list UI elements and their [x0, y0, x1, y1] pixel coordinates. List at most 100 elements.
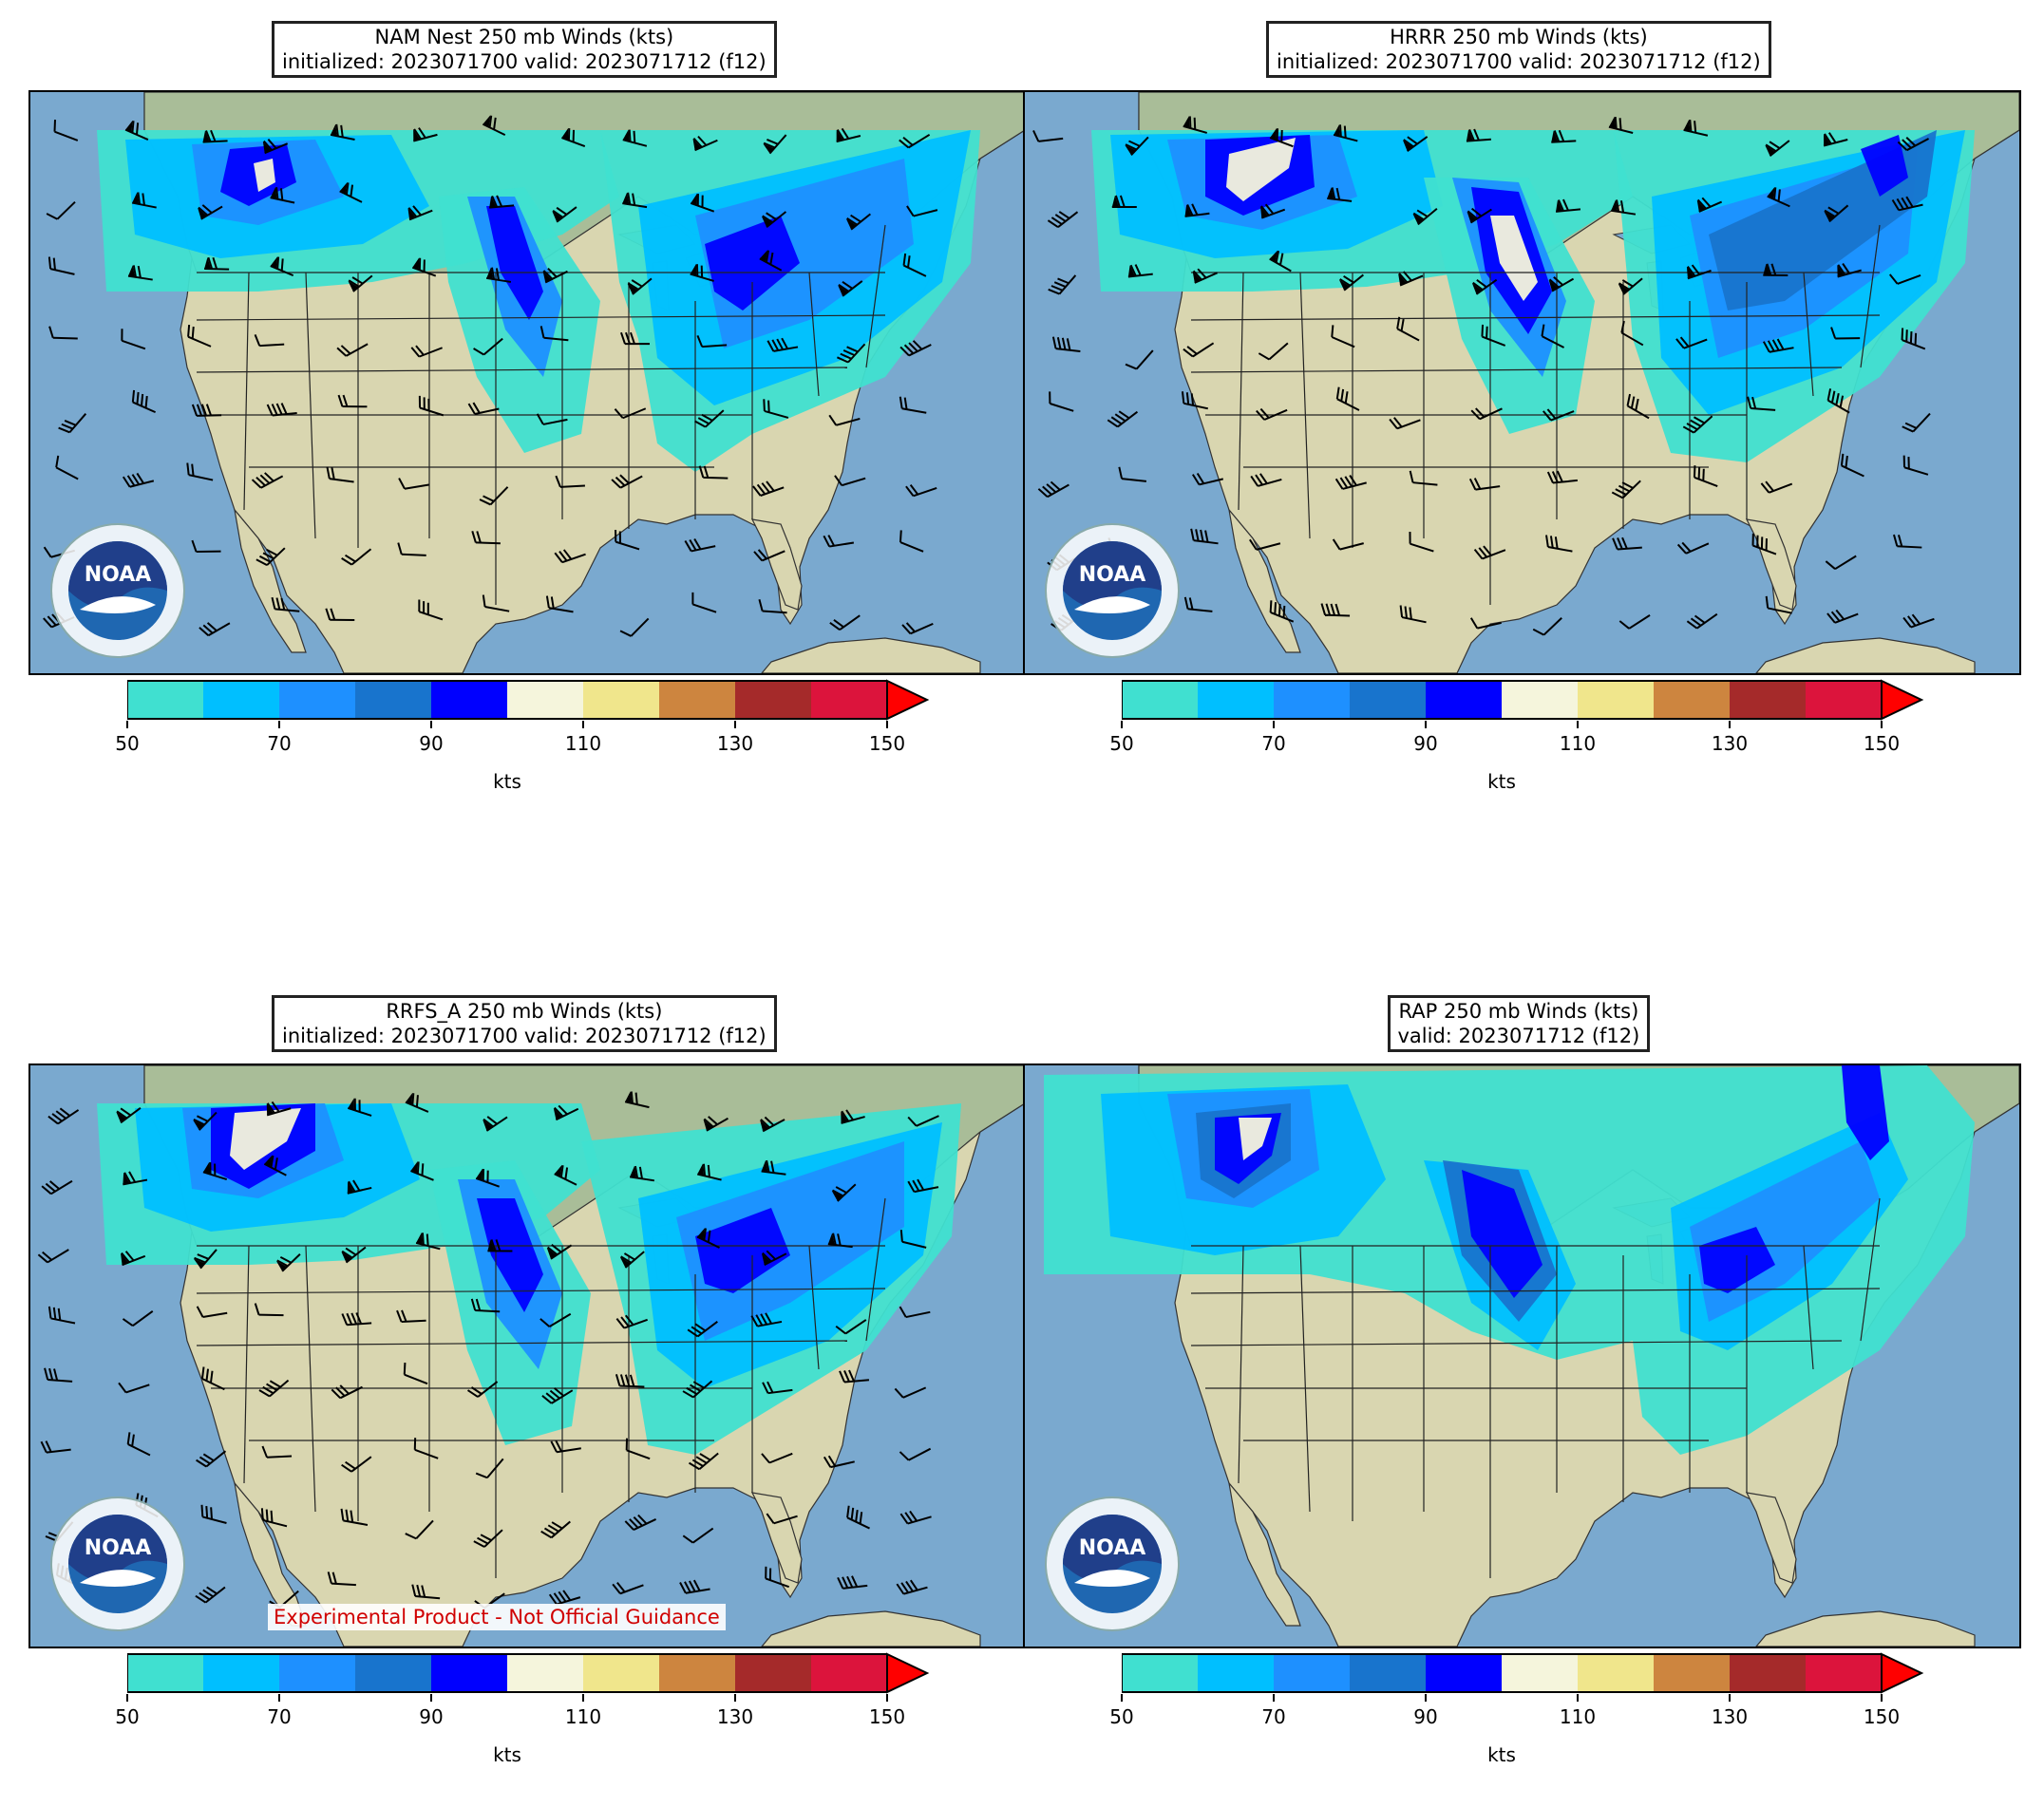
colorbar-segment	[127, 681, 204, 719]
wind-barb	[841, 1109, 865, 1124]
wind-contour	[1861, 135, 1908, 197]
colorbar-tick-mark	[1729, 721, 1731, 728]
wind-barb	[539, 1312, 572, 1328]
wind-barb	[1541, 324, 1565, 348]
wind-barb	[899, 1447, 932, 1461]
wind-barb	[276, 1253, 301, 1272]
land-caribbean	[761, 637, 981, 673]
wind-barb	[1127, 264, 1153, 278]
title-line-1: HRRR 250 mb Winds (kts)	[1390, 26, 1648, 48]
wind-barb	[1398, 271, 1424, 287]
wind-barb	[475, 1168, 501, 1188]
wind-contour	[1842, 1065, 1889, 1160]
wind-barb	[337, 394, 368, 408]
wind-contour	[1490, 216, 1538, 301]
wind-barb	[615, 1374, 645, 1388]
wind-barb	[1618, 614, 1651, 630]
colorbar-segment	[1198, 1654, 1275, 1692]
panel-title: HRRR 250 mb Winds (kts) initialized: 2023…	[1266, 21, 1771, 78]
wind-barb	[1611, 199, 1637, 216]
wind-barb	[1466, 128, 1491, 142]
wind-barb	[698, 465, 729, 480]
wind-barb	[1467, 207, 1492, 224]
wind-barb	[121, 1251, 146, 1267]
wind-barb	[679, 1579, 710, 1594]
wind-barb	[415, 1233, 441, 1251]
noaa-logo-text: NOAA	[85, 1536, 152, 1560]
colorbar-segment	[1806, 681, 1883, 719]
colorbar-tick-label: 50	[115, 732, 140, 755]
land-florida	[1745, 1492, 1797, 1584]
wind-barb	[899, 1230, 927, 1249]
wind-barb	[202, 129, 228, 143]
wind-barb	[191, 539, 221, 553]
wind-barb	[1331, 325, 1355, 348]
colorbar-unit-label: kts	[493, 770, 521, 793]
wind-barb	[831, 1183, 857, 1202]
wind-barb	[126, 1432, 151, 1457]
colorbar-tick-mark	[1425, 1694, 1427, 1702]
wind-barb	[1258, 342, 1289, 361]
wind-barb	[397, 542, 426, 556]
wind-barb	[552, 206, 577, 223]
wind-barb	[694, 409, 725, 428]
wind-barb	[266, 403, 297, 417]
wind-barb	[619, 1251, 645, 1269]
wind-barb	[827, 1233, 853, 1249]
wind-barb	[47, 256, 75, 275]
colorbar-tick-mark	[126, 721, 128, 728]
wind-barb	[1399, 605, 1427, 624]
wind-barb	[482, 115, 506, 137]
colorbar-segment	[1350, 681, 1427, 719]
wind-barb	[1626, 393, 1650, 420]
wind-contour	[254, 159, 275, 192]
wind-barb	[413, 1438, 439, 1459]
wind-barb	[200, 1366, 225, 1391]
wind-barb	[691, 592, 717, 613]
wind-barb	[846, 1505, 870, 1530]
wind-barb	[750, 1312, 783, 1327]
wind-barb	[330, 123, 355, 141]
wind-barb	[1107, 410, 1139, 428]
state-borders	[1190, 1197, 1881, 1578]
wind-speed-shading	[1044, 1065, 1975, 1455]
panel-title: RAP 250 mb Winds (kts) valid: 2023071712 …	[1387, 995, 1651, 1052]
wind-barb	[624, 1514, 657, 1531]
wind-barb	[418, 395, 445, 417]
wind-barb	[1269, 600, 1295, 623]
colorbar-tick-mark	[734, 721, 736, 728]
wind-barb	[403, 1363, 428, 1385]
colorbar-segment	[1198, 681, 1275, 719]
wind-barb	[1902, 613, 1935, 629]
wind-barb	[193, 1249, 218, 1270]
wind-barb	[348, 274, 373, 292]
wind-barb	[899, 340, 932, 357]
wind-barb	[1546, 470, 1578, 484]
colorbar-segment	[279, 681, 356, 719]
wind-barb	[396, 1309, 426, 1323]
wind-barb	[620, 331, 651, 346]
colorbar-extend-arrow	[886, 679, 930, 721]
colorbar-segment	[127, 1654, 204, 1692]
colorbar-tick-mark	[1273, 721, 1275, 728]
wind-barb	[1765, 595, 1792, 614]
wind-barb	[688, 1452, 719, 1471]
wind-barb	[905, 483, 937, 498]
colorbar-tick-label: 70	[267, 1705, 292, 1728]
wind-barb	[625, 1438, 651, 1460]
wind-barb	[614, 407, 647, 420]
colorbar: 50 70 90 110 130 150 kts	[115, 1652, 935, 1766]
wind-barb	[1762, 338, 1794, 353]
colorbar-segment	[1806, 1654, 1883, 1692]
wind-barb	[1469, 617, 1502, 630]
colorbar-tick-label: 70	[1261, 732, 1286, 755]
land-florida	[750, 518, 803, 611]
colorbar-tick-mark	[430, 1694, 432, 1702]
wind-barb	[1256, 407, 1288, 421]
wind-barb	[260, 1508, 288, 1528]
title-line-1: RRFS_A 250 mb Winds (kts)	[386, 1000, 663, 1023]
colorbar-extend-arrow	[886, 1652, 930, 1694]
colorbar-tick-mark	[1577, 1694, 1579, 1702]
wind-barb	[1269, 250, 1292, 273]
wind-barb	[1902, 455, 1929, 476]
